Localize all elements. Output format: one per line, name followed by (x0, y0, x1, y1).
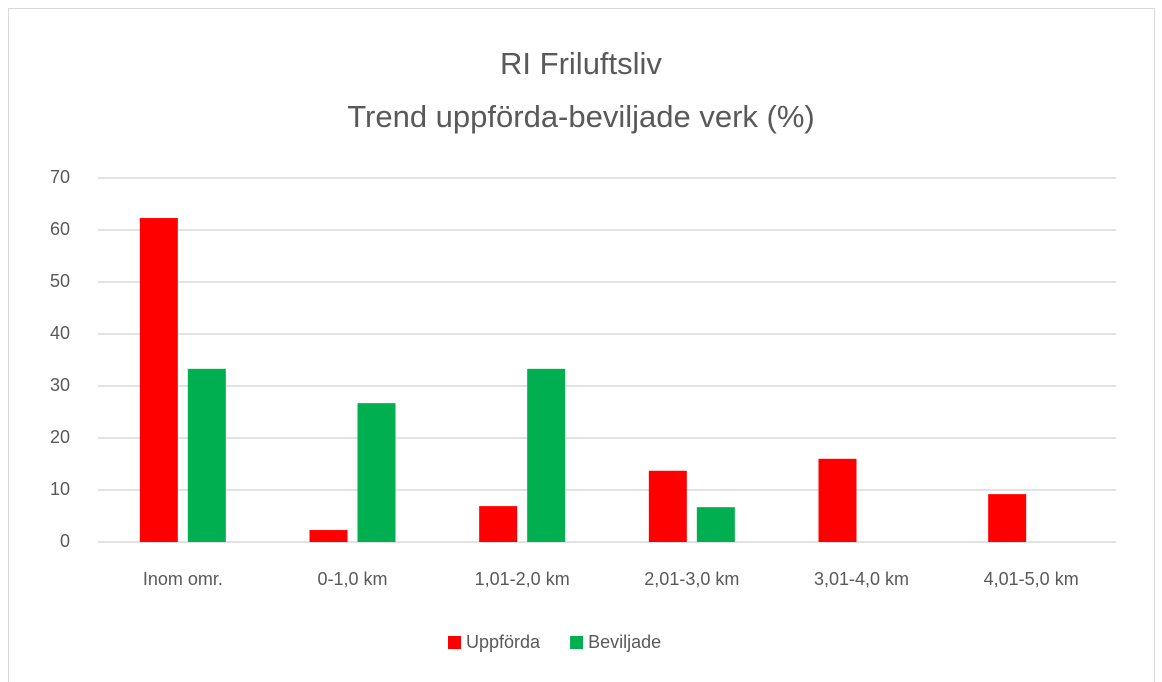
bar (988, 494, 1027, 542)
y-tick-label: 20 (50, 427, 70, 447)
bar (696, 507, 735, 542)
bar (527, 368, 566, 542)
chart-frame (8, 8, 1155, 682)
bar (818, 458, 857, 542)
y-tick-label: 70 (50, 167, 70, 187)
y-tick-label: 50 (50, 271, 70, 291)
y-tick-label: 30 (50, 375, 70, 395)
bar (187, 368, 226, 542)
bar (479, 506, 518, 542)
chart-subtitle: Trend uppförda-beviljade verk (%) (347, 99, 815, 134)
x-tick-label: 2,01-3,0 km (644, 569, 739, 589)
legend-label: Beviljade (588, 632, 661, 652)
y-tick-label: 0 (60, 531, 70, 551)
legend-swatch (448, 636, 461, 649)
bar (139, 218, 178, 543)
y-tick-label: 60 (50, 219, 70, 239)
x-tick-label: 4,01-5,0 km (984, 569, 1079, 589)
bar (357, 403, 396, 542)
y-tick-label: 10 (50, 479, 70, 499)
bar (648, 470, 687, 542)
x-tick-label: Inom omr. (143, 569, 223, 589)
chart-title: RI Friluftsliv (500, 46, 662, 81)
x-tick-label: 1,01-2,0 km (475, 569, 570, 589)
legend-swatch (570, 636, 584, 649)
bar (309, 530, 348, 542)
legend-label: Uppförda (466, 632, 541, 652)
x-tick-label: 3,01-4,0 km (814, 569, 909, 589)
x-tick-label: 0-1,0 km (317, 569, 387, 589)
y-tick-label: 40 (50, 323, 70, 343)
